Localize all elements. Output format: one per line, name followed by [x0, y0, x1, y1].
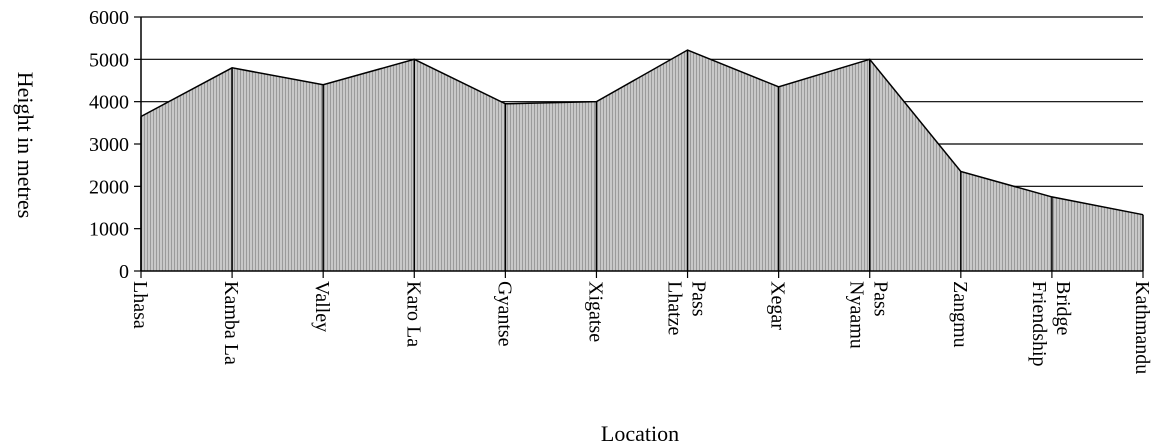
x-tick-label: Friendship Bridge: [1028, 281, 1074, 367]
x-tick-label-line: Gyantse: [493, 281, 515, 347]
y-tick-label: 4000: [89, 92, 129, 114]
x-tick-label: Xigatse: [584, 281, 606, 342]
x-tick-label: Xegar: [767, 281, 789, 330]
series-line: [140, 49, 1144, 216]
x-tick-label-line: Bridge: [1052, 281, 1074, 336]
y-tick-label: 0: [119, 261, 129, 283]
x-tick-label-line: Friendship: [1028, 281, 1050, 367]
x-tick-label-line: Pass: [870, 281, 892, 317]
x-tick-label-line: Karo La: [402, 281, 424, 347]
x-tick-label: Valley: [311, 281, 333, 332]
y-tick-labels: 0 1000 2000 3000 4000 5000 6000: [89, 7, 129, 283]
x-tick-label: Gyantse: [493, 281, 515, 347]
y-tick-label: 5000: [89, 49, 129, 71]
x-tick-label-line: Xigatse: [584, 281, 606, 342]
x-tick-label-line: Nyaamu: [846, 281, 868, 349]
x-tick-label: Lhasa: [129, 281, 151, 329]
x-tick-label: Kamba La: [220, 281, 242, 365]
area-fill: [141, 50, 1143, 271]
x-tick-label: Nyaamu Pass: [846, 281, 892, 349]
x-tick-label: Karo La: [402, 281, 424, 347]
x-tick-label: Kathmandu: [1131, 281, 1153, 374]
x-tick-label-line: Kamba La: [220, 281, 242, 365]
area-layer: [140, 49, 1144, 271]
x-tick-label-line: Xegar: [767, 281, 789, 330]
x-tick-labels: Lhasa Kamba La Valley Karo La Gyantse Xigatse…: [129, 281, 1153, 374]
y-axis-title: Height in metres: [13, 72, 38, 219]
axes: [134, 16, 1144, 278]
x-tick-label: Zangmu: [949, 281, 971, 348]
x-tick-label-line: Lhasa: [129, 281, 151, 329]
x-tick-label-line: Zangmu: [949, 281, 971, 348]
x-tick-label-line: Valley: [311, 281, 333, 332]
y-tick-label: 6000: [89, 7, 129, 29]
x-tick-label-line: Pass: [688, 281, 710, 317]
y-tick-label: 3000: [89, 134, 129, 156]
x-tick-label: Lhatze Pass: [664, 281, 710, 336]
y-tick-label: 1000: [89, 219, 129, 241]
x-tick-label-line: Kathmandu: [1131, 281, 1153, 374]
drop-lines: [140, 50, 1144, 271]
x-tick-label-line: Lhatze: [664, 281, 686, 336]
y-tick-label: 2000: [89, 176, 129, 198]
x-axis-title: Location: [601, 421, 679, 446]
